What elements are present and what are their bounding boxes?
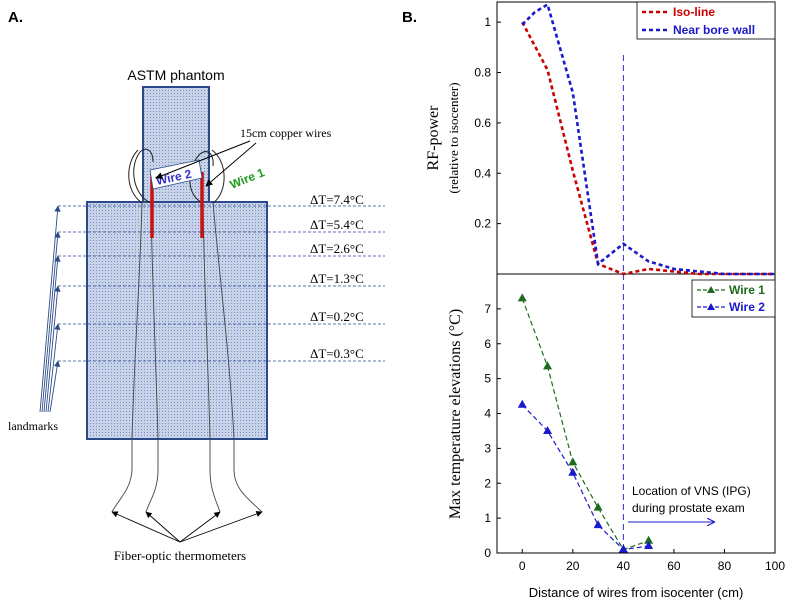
temp-label-1: ΔT=7.4°C — [310, 192, 364, 207]
temp-label-5: ΔT=0.2°C — [310, 309, 364, 324]
bottom-series — [517, 293, 654, 553]
bottom-xtick-label: 80 — [718, 559, 732, 573]
top-ylabel-2: (relative to isocenter) — [446, 82, 461, 193]
fiber-loop-right — [189, 151, 214, 204]
top-yticks: 0.2 0.4 0.6 0.8 1 — [474, 15, 501, 231]
bottom-ylabel: Max temperature elevations (°C) — [447, 309, 464, 519]
wire-1-label: Wire 1 — [228, 165, 267, 192]
fiber-loop-left — [133, 148, 154, 204]
panel-b: B. RF-power (relative to isocenter) Max … — [402, 1, 785, 600]
wire-1-point — [568, 457, 578, 466]
near-bore-wall-series — [521, 2, 775, 276]
top-series — [521, 2, 775, 276]
top-ytick-label: 0.2 — [474, 217, 491, 231]
wire-2-point — [568, 467, 578, 476]
bottom-ytick-label: 1 — [484, 511, 491, 525]
phantom-body — [86, 201, 268, 440]
wire-1-point — [517, 293, 527, 302]
top-legend-box — [636, 1, 776, 40]
legend-iso-label: Iso-line — [673, 5, 715, 19]
landmarks-label: landmarks — [8, 419, 58, 433]
phantom-label: ASTM phantom — [127, 67, 224, 83]
wire-2-point — [644, 541, 654, 550]
thermometers-label: Fiber-optic thermometers — [114, 548, 246, 563]
plot-frame — [496, 1, 776, 554]
legend-near-label: Near bore wall — [673, 23, 755, 37]
wire-2-series — [521, 404, 649, 551]
annotation-line-1: Location of VNS (IPG) — [632, 484, 751, 498]
temp-label-6: ΔT=0.3°C — [310, 346, 364, 361]
wire-1-series — [521, 298, 649, 551]
bottom-ytick-label: 0 — [484, 546, 491, 560]
copper-wires-label: 15cm copper wires — [240, 126, 332, 140]
panel-a: A. ASTM phantom Wire 2 Wire 1 15cm coppe… — [8, 9, 385, 563]
top-ytick-label: 1 — [484, 15, 491, 29]
bottom-xtick-label: 40 — [617, 559, 631, 573]
wire-1-point — [644, 535, 654, 544]
bottom-ytick-label: 3 — [484, 441, 491, 455]
legend-wire1-label: Wire 1 — [729, 283, 765, 297]
wire-1-point — [593, 502, 603, 511]
top-ytick-label: 0.6 — [474, 116, 491, 130]
temperature-labels: ΔT=7.4°C ΔT=5.4°C ΔT=2.6°C ΔT=1.3°C ΔT=0… — [310, 192, 364, 361]
copper-wire-arrow-2 — [205, 142, 257, 187]
bottom-xtick-label: 20 — [566, 559, 580, 573]
wire-2-point — [517, 399, 527, 408]
temp-label-3: ΔT=2.6°C — [310, 241, 364, 256]
bottom-ytick-label: 4 — [484, 407, 491, 421]
bottom-yticks: 0 1 2 3 4 5 6 7 — [484, 302, 501, 560]
wire-2-point — [593, 520, 603, 529]
temp-label-4: ΔT=1.3°C — [310, 271, 364, 286]
annotation-line-2: during prostate exam — [632, 501, 745, 515]
panel-a-label: A. — [8, 9, 23, 26]
bottom-xtick-label: 60 — [667, 559, 681, 573]
bottom-legend-box — [691, 279, 776, 318]
bottom-ytick-label: 5 — [484, 372, 491, 386]
bottom-ytick-label: 7 — [484, 302, 491, 316]
legend-wire2-label: Wire 2 — [729, 300, 765, 314]
temperature-lines — [58, 205, 385, 362]
xlabel: Distance of wires from isocenter (cm) — [529, 585, 744, 600]
fiber-lines — [111, 202, 263, 513]
top-ytick-label: 0.8 — [474, 66, 491, 80]
bottom-ytick-label: 6 — [484, 337, 491, 351]
wire-2-point — [618, 544, 628, 553]
iso-line-series — [521, 21, 775, 276]
landmark-arrows — [39, 205, 61, 413]
copper-wire-arrow-1 — [155, 140, 251, 179]
top-legend: Iso-line Near bore wall — [636, 1, 776, 40]
legend-wire2-marker — [707, 303, 715, 310]
wire-1-point — [543, 361, 553, 370]
panel-b-label: B. — [402, 9, 417, 26]
legend-wire1-marker — [707, 286, 715, 293]
top-ylabel: RF-power — [425, 105, 442, 171]
bottom-xtick-label: 100 — [765, 559, 785, 573]
bottom-xticks: 0 20 40 60 80 100 — [519, 549, 785, 573]
bottom-xtick-label: 0 — [519, 559, 526, 573]
thermometer-arrows — [111, 510, 263, 543]
bottom-legend: Wire 1 Wire 2 — [691, 279, 776, 318]
temp-label-2: ΔT=5.4°C — [310, 217, 364, 232]
top-ytick-label: 0.4 — [474, 166, 491, 180]
fiber-loop-left-outer — [128, 149, 143, 204]
fiber-loop-right-outer — [211, 149, 225, 204]
wire-2-point — [543, 425, 553, 434]
bottom-ytick-label: 2 — [484, 476, 491, 490]
